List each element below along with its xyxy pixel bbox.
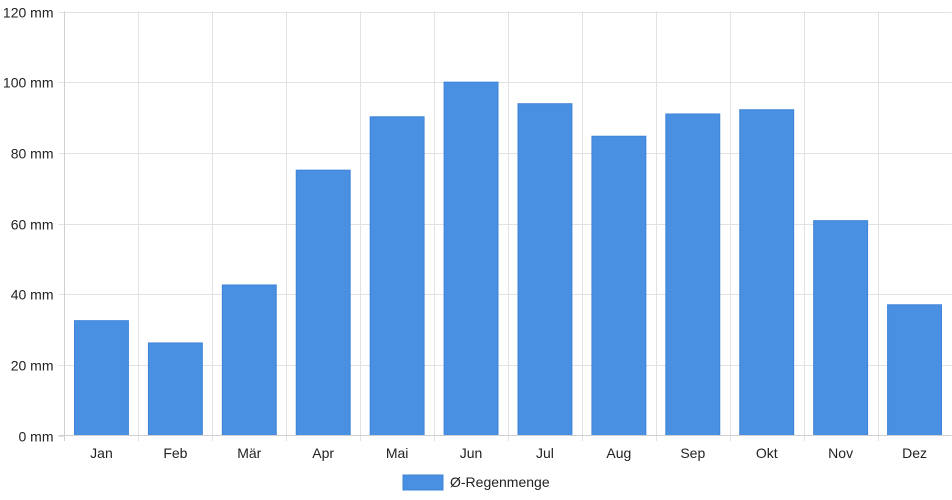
x-tick-label: Okt — [756, 445, 778, 461]
bar-sep[interactable] — [665, 113, 721, 436]
x-tick-label: Apr — [312, 445, 334, 461]
bar-jun[interactable] — [443, 81, 499, 436]
bar-jan[interactable] — [74, 320, 129, 437]
y-tick-label: 20 mm — [11, 358, 54, 374]
x-tick-label: Jul — [536, 445, 554, 461]
bar-mai[interactable] — [369, 116, 425, 436]
y-tick-label: 80 mm — [11, 146, 54, 162]
x-tick-label: Jun — [460, 445, 483, 461]
axes — [58, 11, 952, 441]
y-tick-label: 40 mm — [11, 287, 54, 303]
y-axis-tick-labels: 0 mm 20 mm 40 mm 60 mm 80 mm 100 mm 120 mm — [3, 5, 54, 445]
x-tick-label: Jan — [90, 445, 113, 461]
legend-label[interactable]: Ø-Regenmenge — [450, 474, 550, 490]
legend[interactable]: Ø-Regenmenge — [402, 474, 550, 491]
bar-aug[interactable] — [591, 135, 647, 436]
y-tick-label: 100 mm — [3, 75, 54, 91]
bar-series — [74, 81, 943, 437]
x-tick-label: Sep — [680, 445, 705, 461]
bar-dez[interactable] — [887, 304, 943, 436]
x-tick-label: Dez — [902, 445, 927, 461]
bar-mär[interactable] — [221, 284, 277, 437]
x-tick-label: Aug — [606, 445, 631, 461]
grid-lines — [58, 11, 952, 441]
x-tick-label: Mai — [386, 445, 409, 461]
x-tick-label: Nov — [828, 445, 853, 461]
bar-apr[interactable] — [295, 169, 351, 436]
bar-feb[interactable] — [147, 342, 203, 436]
y-tick-label: 120 mm — [3, 5, 54, 21]
x-tick-label: Feb — [163, 445, 187, 461]
legend-swatch[interactable] — [402, 474, 444, 491]
y-tick-label: 0 mm — [19, 429, 54, 445]
x-tick-label: Mär — [237, 445, 261, 461]
bar-nov[interactable] — [813, 220, 869, 436]
bar-okt[interactable] — [739, 109, 795, 436]
y-tick-label: 60 mm — [11, 217, 54, 233]
x-axis-tick-labels: Jan Feb Mär Apr Mai Jun Jul Aug Sep Okt Nov Dez — [90, 445, 927, 461]
bar-jul[interactable] — [517, 103, 573, 436]
